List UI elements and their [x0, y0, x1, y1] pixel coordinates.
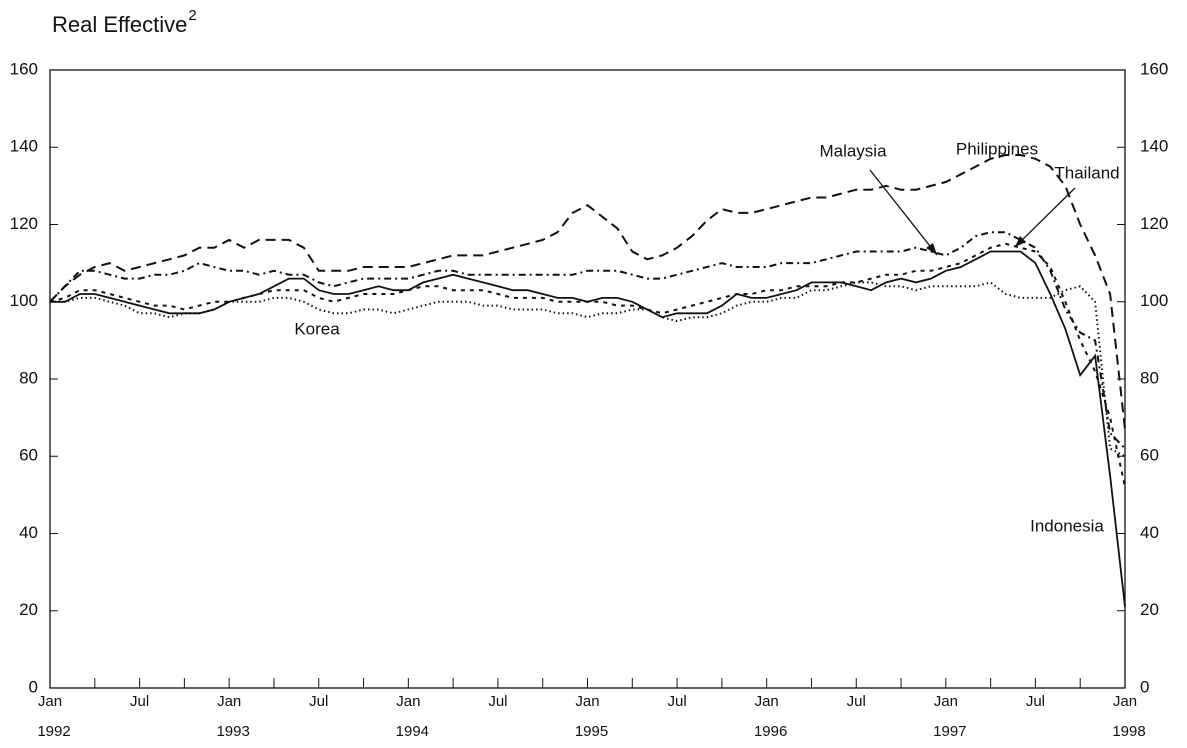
x-tick-label: Jan	[1113, 693, 1137, 710]
x-tick-label: Jan	[934, 693, 958, 710]
series-label: Indonesia	[1030, 516, 1104, 535]
annotation-arrow	[1014, 187, 1076, 248]
x-tick-label: Jul	[1026, 693, 1045, 710]
y-tick-label: 80	[19, 368, 38, 387]
series-line	[49, 154, 1126, 430]
arrowhead	[1015, 236, 1026, 247]
y-tick-label: 100	[10, 291, 38, 310]
y2-tick-label: 140	[1140, 137, 1168, 156]
x-year-label: 1994	[396, 723, 429, 740]
y2-tick-label: 0	[1140, 677, 1149, 696]
x-tick-label: Jan	[575, 693, 599, 710]
y2-tick-label: 80	[1140, 368, 1159, 387]
arrowhead	[926, 243, 937, 255]
x-year-label: 1993	[216, 723, 249, 740]
x-year-label: 1995	[575, 723, 608, 740]
y-tick-label: 0	[29, 677, 38, 696]
x-tick-label: Jul	[667, 693, 686, 710]
x-tick-label: Jul	[309, 693, 328, 710]
x-year-label: 1992	[37, 723, 70, 740]
x-year-label: 1998	[1112, 723, 1145, 740]
y-tick-label: 20	[19, 600, 38, 619]
y2-tick-label: 120	[1140, 214, 1168, 233]
y-tick-label: 60	[19, 446, 38, 465]
x-tick-label: Jan	[755, 693, 779, 710]
series-label: Korea	[294, 319, 340, 338]
x-tick-label: Jan	[38, 693, 62, 710]
y-tick-label: 120	[10, 214, 38, 233]
x-year-label: 1996	[754, 723, 787, 740]
x-tick-label: Jan	[217, 693, 241, 710]
annotation-arrow	[869, 169, 938, 256]
y2-tick-label: 20	[1140, 600, 1159, 619]
series-line	[49, 231, 1126, 450]
series-line	[49, 242, 1126, 488]
y2-tick-label: 100	[1140, 291, 1168, 310]
series-label: Malaysia	[819, 141, 887, 160]
series-label: Thailand	[1054, 163, 1119, 182]
chart-title: Real Effective	[52, 12, 187, 37]
y-tick-label: 160	[10, 59, 38, 78]
series-label: Philippines	[956, 139, 1038, 158]
series-line	[50, 250, 1126, 608]
x-tick-label: Jul	[847, 693, 866, 710]
x-tick-label: Jul	[488, 693, 507, 710]
y-tick-label: 40	[19, 523, 38, 542]
x-tick-label: Jan	[396, 693, 420, 710]
y-tick-label: 140	[10, 137, 38, 156]
series-line	[50, 281, 1126, 458]
x-year-label: 1997	[933, 723, 966, 740]
y2-tick-label: 60	[1140, 446, 1159, 465]
y2-tick-label: 160	[1140, 59, 1168, 78]
chart-title-superscript: 2	[188, 7, 196, 24]
x-tick-label: Jul	[130, 693, 149, 710]
y2-tick-label: 40	[1140, 523, 1159, 542]
plot-frame	[49, 69, 1126, 689]
